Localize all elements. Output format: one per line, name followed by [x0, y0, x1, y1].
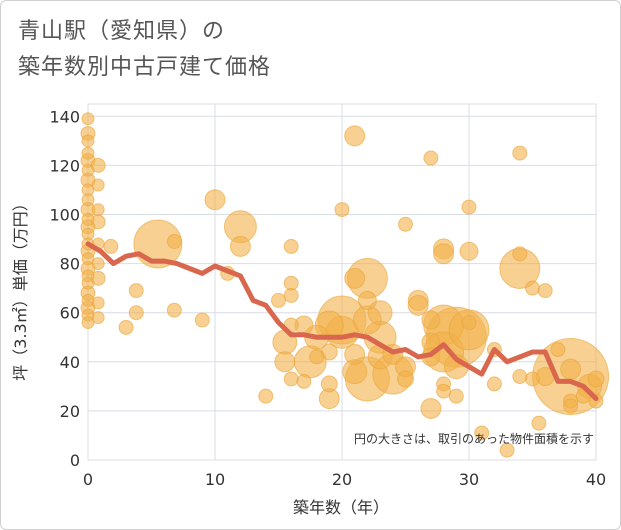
data-bubble — [531, 415, 547, 431]
data-bubble — [81, 146, 95, 160]
data-bubble — [436, 383, 452, 399]
x-axis-title: 築年数（年） — [293, 498, 389, 517]
data-bubble — [283, 238, 299, 254]
data-bubble — [334, 202, 350, 218]
data-bubble — [398, 216, 413, 232]
x-tick-label: 30 — [459, 470, 479, 489]
data-bubble — [229, 235, 251, 257]
x-tick-label: 20 — [332, 470, 352, 489]
y-tick-label: 120 — [49, 156, 80, 175]
data-bubble — [461, 315, 477, 331]
chart-title: 青山駅（愛知県）の 築年数別中古戸建て価格 — [18, 14, 271, 86]
data-bubble — [81, 193, 95, 207]
data-bubble — [296, 373, 312, 389]
data-bubble — [283, 371, 299, 387]
y-axis-title: 坪（3.3㎡）単価（万円） — [11, 195, 30, 380]
data-bubble — [320, 375, 338, 393]
data-bubble — [563, 398, 579, 414]
data-bubble — [91, 203, 105, 217]
data-bubble — [397, 370, 414, 388]
y-tick-label: 140 — [49, 107, 80, 126]
y-tick-label: 100 — [49, 205, 80, 224]
data-bubble — [91, 311, 105, 325]
data-bubble — [91, 257, 105, 271]
data-bubble — [486, 376, 502, 392]
data-bubble — [81, 112, 95, 126]
trend-line — [85, 241, 599, 402]
data-bubble — [166, 233, 182, 249]
data-bubble — [258, 388, 274, 404]
data-bubble — [194, 312, 210, 328]
data-bubble — [512, 246, 528, 262]
bubble-series — [80, 112, 610, 458]
x-tick-label: 10 — [205, 470, 225, 489]
data-bubble — [283, 288, 299, 304]
data-bubble — [344, 343, 366, 365]
data-bubble — [81, 163, 95, 177]
x-tick-label: 0 — [83, 470, 93, 489]
data-bubble — [128, 305, 144, 321]
data-bubble — [166, 302, 182, 318]
data-bubble — [461, 199, 477, 215]
x-tick-labels: 0 10 20 30 40 — [83, 470, 606, 489]
y-tick-label: 60 — [60, 304, 80, 323]
data-bubble — [512, 369, 528, 385]
data-bubble — [103, 238, 119, 254]
title-line-2: 築年数別中古戸建て価格 — [18, 55, 272, 80]
data-bubble — [128, 283, 144, 299]
data-bubble — [499, 442, 515, 458]
data-bubble — [357, 290, 377, 310]
x-tick-label: 40 — [586, 470, 606, 489]
data-bubble — [81, 276, 95, 290]
y-tick-label: 0 — [70, 451, 80, 470]
data-bubble — [433, 243, 455, 265]
y-tick-labels: 0 20 40 60 80 100 120 140 — [49, 107, 80, 470]
data-bubble — [560, 358, 582, 380]
data-bubble — [537, 283, 553, 299]
data-bubble — [81, 134, 95, 148]
data-bubble — [309, 349, 325, 365]
bubble-size-note: 円の大きさは、取引のあった物件面積を示す — [354, 431, 594, 446]
data-bubble — [525, 371, 540, 387]
data-bubble — [587, 370, 605, 388]
data-bubble — [271, 292, 286, 308]
y-tick-label: 40 — [60, 353, 80, 372]
title-line-1: 青山駅（愛知県）の — [18, 19, 226, 44]
data-bubble — [118, 319, 134, 335]
data-bubble — [344, 267, 366, 289]
data-bubble — [204, 189, 226, 211]
y-tick-label: 20 — [60, 402, 80, 421]
data-bubble — [407, 294, 429, 316]
data-bubble — [91, 178, 105, 192]
data-bubble — [448, 388, 464, 404]
data-bubble — [81, 212, 95, 226]
data-bubble — [274, 351, 296, 373]
data-bubble — [474, 425, 490, 441]
data-bubble — [459, 241, 479, 261]
y-tick-label: 80 — [60, 255, 80, 274]
data-bubble — [91, 296, 105, 310]
data-bubble — [550, 342, 566, 358]
data-bubble — [423, 150, 439, 166]
data-bubble — [512, 145, 528, 161]
data-bubble — [525, 280, 540, 296]
data-bubble — [344, 125, 366, 147]
data-bubble — [421, 310, 441, 330]
data-bubble — [420, 397, 442, 419]
